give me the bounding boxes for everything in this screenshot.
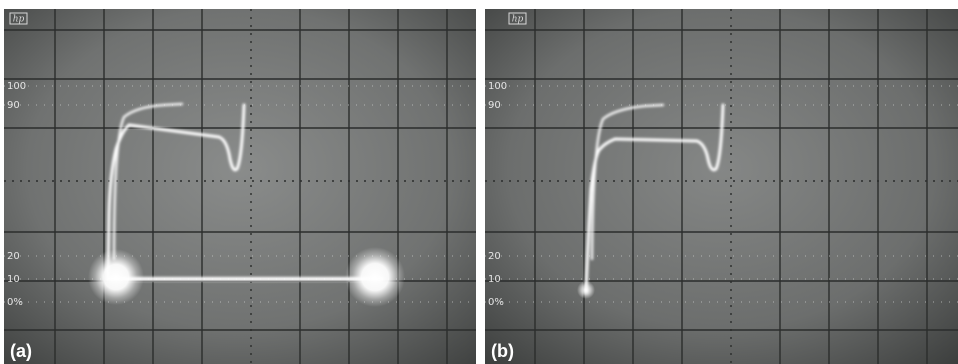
oscilloscope-graticule-a: hp 100 90 20 10 0% xyxy=(4,9,476,364)
panel-caption-a: (a) xyxy=(10,341,32,361)
center-axes xyxy=(485,9,958,364)
hp-logo xyxy=(9,12,28,25)
scale-label-90: 90 xyxy=(7,100,20,111)
hp-logo xyxy=(508,12,527,25)
scale-label-20: 20 xyxy=(488,251,501,262)
panel-caption-b: (b) xyxy=(491,341,514,361)
scale-label-0-percent: 0% xyxy=(7,297,23,308)
oscilloscope-screen-b: hp 100 90 20 10 0% (b) xyxy=(485,9,958,364)
hp-logo-text: hp xyxy=(512,15,524,25)
trace-bloom-right xyxy=(345,247,405,307)
trace-bloom-left xyxy=(88,249,144,305)
trace-bloom xyxy=(577,281,595,299)
scale-label-10: 10 xyxy=(7,274,20,285)
screen-background xyxy=(485,9,958,364)
scale-label-90: 90 xyxy=(488,100,501,111)
scale-label-10: 10 xyxy=(488,274,501,285)
hp-logo-text: hp xyxy=(13,15,25,25)
waveform-trace xyxy=(584,103,725,294)
scale-label-100: 100 xyxy=(488,81,507,92)
waveform-trace xyxy=(106,102,384,281)
scale-label-100: 100 xyxy=(7,81,26,92)
center-axes xyxy=(4,9,476,364)
scale-label-20: 20 xyxy=(7,251,20,262)
oscilloscope-screen-a: hp 100 90 20 10 0% (a) xyxy=(4,9,476,364)
screen-background xyxy=(4,9,476,364)
scale-label-0-percent: 0% xyxy=(488,297,504,308)
oscilloscope-graticule-b: hp 100 90 20 10 0% xyxy=(485,9,958,364)
